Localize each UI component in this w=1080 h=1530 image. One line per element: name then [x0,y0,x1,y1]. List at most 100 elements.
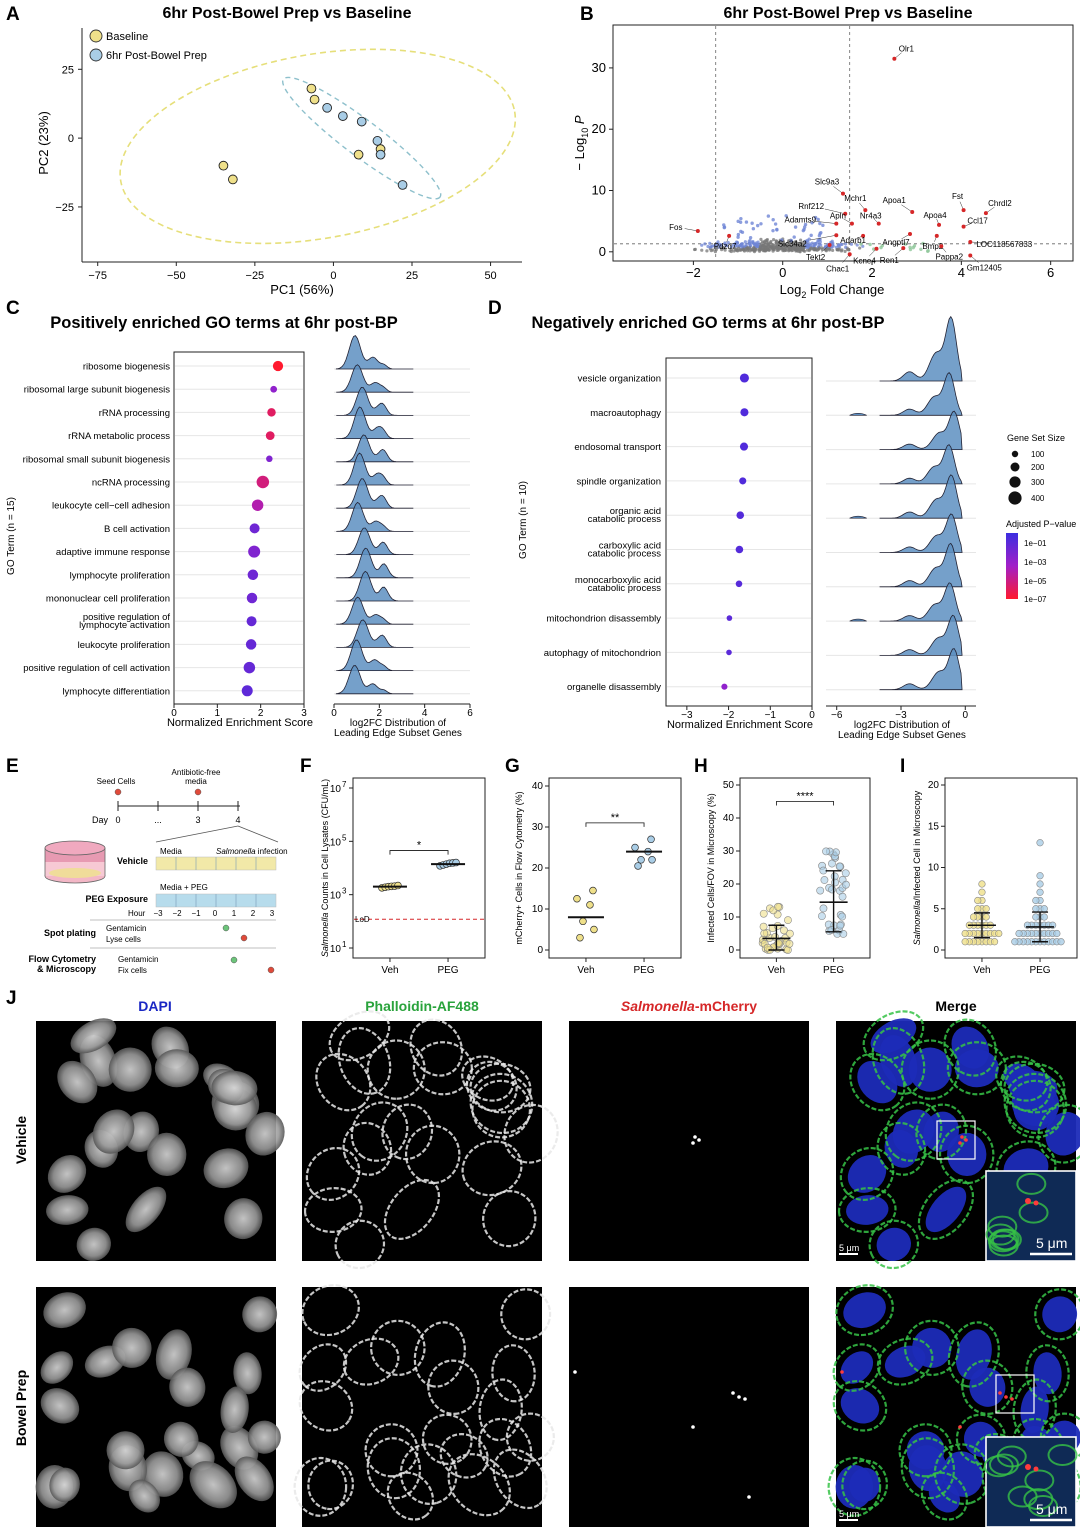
b-gene-point [800,241,804,245]
b-gene-point [844,245,848,249]
b-gene-point [716,240,720,244]
b-gene-point [847,248,851,252]
panel-d-ridges: −6 −3 0 [826,315,976,721]
j-tile-background [569,1287,809,1527]
b-gene-point [773,243,778,247]
j-nucleus [108,1047,152,1092]
b-ytick-label: 10 [592,183,606,198]
j-nucleus [247,1420,281,1454]
c-term-label: ribosomal large subunit biogenesis [24,385,171,396]
panel-c-dot-frame [173,351,305,705]
b-gene-point [741,248,745,252]
j-scalebars: 5 μm 5 μm 5 μm 5 μm [839,1235,1072,1522]
h-point [817,912,826,921]
j-actin-membrane [471,1079,532,1139]
c-term-label: ribosome biogenesis [83,362,170,373]
j-actin-membrane [938,1124,995,1185]
f-body-xtick-label: Veh [381,965,398,976]
b-gene-label: Pappa2 [935,252,963,261]
h-ytick-label: 0 [728,945,734,956]
c-term-dot [265,431,275,440]
j-inset-bacterium [1025,1464,1031,1470]
j-actin-membrane [478,1378,523,1442]
j-actin-membrane [447,1453,511,1517]
j-actin-membrane [293,1456,348,1517]
panel-i-body: 0 5 10 15 20 Veh PEG [928,780,1065,976]
j-actin-membrane [898,1423,953,1478]
size-legend-200: 200 [1031,463,1045,472]
j-actin-membrane [298,1343,348,1392]
b-gene-point [763,249,767,253]
d-ridge [879,372,963,416]
b-gene-point [765,238,769,242]
b-gene-point [724,243,728,248]
b-gene-label: Fst [952,192,964,201]
b-gene-point [772,238,776,242]
b-gene-point [816,238,820,243]
b-xtick-label: 0 [779,265,786,280]
j-actin-membrane [478,1417,533,1478]
j-inset-membrane [1016,1172,1047,1195]
g-body-xtick-label: Veh [577,965,594,976]
panel-b-gene-cloud [692,214,930,254]
f-sig-label: * [417,840,422,852]
g-ytick-label: 10 [532,904,544,915]
d-term-label: autophagy of mitochondrion [544,648,661,659]
j-merge-nucleus [908,1047,952,1092]
j-actin-membrane [404,1124,461,1185]
e-day-0: 0 [115,815,120,825]
b-sig-gene-point [892,56,897,61]
b-gene-point [720,246,724,250]
panel-c-ylabel: GO Term (n = 15) [6,497,17,575]
b-sig-gene-point [843,211,848,216]
b-xtick-label: 6 [1047,265,1054,280]
b-gene-label: Apoa4 [923,211,947,220]
e-flow-label-1: Flow Cytometry [28,954,96,964]
j-actin-membrane [946,1041,1007,1096]
c-term-label: positive regulation of cell activation [23,663,170,674]
panel-a-title: 6hr Post-Bowel Prep vs Baseline [163,5,412,22]
j-actin-membrane [412,1041,473,1096]
c-ridge [336,570,414,602]
j-actin-membrane [366,1437,422,1500]
j-nucleus [47,1155,87,1193]
i-point [1040,913,1048,921]
j-inset-membrane [983,1455,1014,1478]
d-term-dot [739,373,749,383]
g-ytick-label: 30 [532,822,544,833]
j-salmonella-spot [958,1425,962,1429]
i-point [1057,938,1065,946]
b-gene-point-fc [868,242,872,247]
b-gene-point [837,247,841,251]
b-gene-label: Slc9a3 [815,178,840,187]
c-ridge-xtick-label: 0 [331,708,337,719]
d-xtick-label: 0 [809,710,815,721]
b-xtick-label: −2 [686,265,701,280]
j-salmonella-spot [691,1141,695,1145]
b-gene-label: Adarb1 [840,236,866,245]
a-point-post [338,111,348,121]
j-actin-membrane [947,1321,1000,1388]
h-point [838,912,847,921]
b-gene-point-sig [775,227,779,232]
panel-b-ticks: −2 0 2 4 6 0 10 20 30 [592,60,1055,280]
e-peg-media: Media + PEG [160,883,208,892]
panel-c-title: Positively enriched GO terms at 6hr post… [50,314,398,332]
j-nucleus [92,1109,135,1154]
b-gene-point-sig [750,221,754,225]
j-nucleus [40,1351,74,1384]
j-actin-membrane [328,1010,391,1062]
j-tile-background [302,1287,542,1527]
c-ridge [336,478,414,509]
b-ytick-label: 0 [599,244,606,259]
b-gene-label: Rnf212 [798,202,824,211]
b-gene-label: Gm12405 [967,263,1003,272]
b-xtick-label: 2 [868,265,875,280]
b-gene-label: Fos [669,223,682,232]
legend-baseline-swatch [89,29,103,43]
h-ytick-label: 40 [723,813,735,824]
c-term-dot [267,408,276,417]
j-tile-background [569,1021,809,1261]
b-gene-label: Adamts9 [785,216,817,225]
b-gene-point [759,237,763,241]
